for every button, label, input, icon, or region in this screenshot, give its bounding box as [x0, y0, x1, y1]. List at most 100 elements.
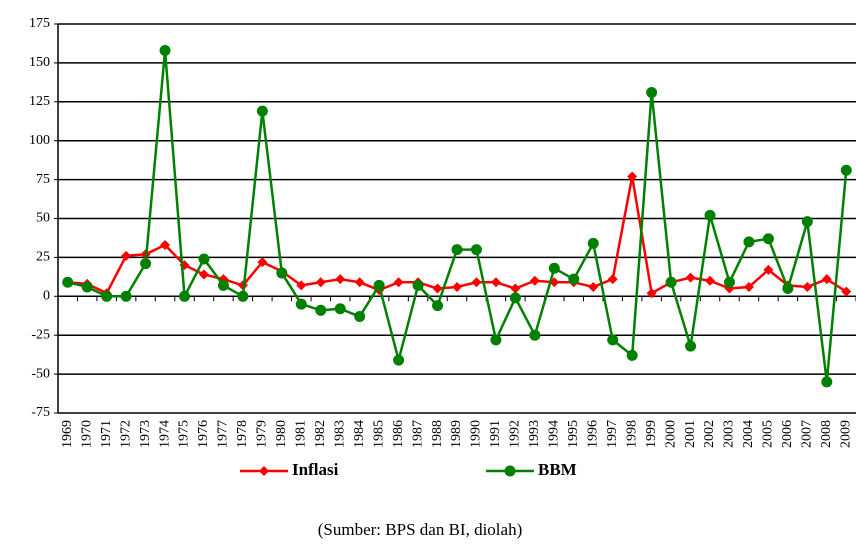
- point: [743, 281, 754, 292]
- point: [548, 262, 560, 274]
- point: [452, 281, 462, 292]
- x-tick-label: 2000: [663, 420, 678, 448]
- point: [257, 257, 268, 268]
- point: [665, 276, 677, 288]
- point: [81, 281, 93, 293]
- x-tick-label: 1990: [469, 420, 484, 448]
- x-tick-label: 1987: [410, 420, 425, 448]
- x-tick-label: 1988: [430, 420, 445, 448]
- series-line: [67, 49, 848, 384]
- y-tick-label: -50: [31, 366, 50, 381]
- point: [470, 244, 482, 256]
- x-tick-label: 1979: [255, 420, 270, 448]
- source-note: (Sumber: BPS dan BI, diolah): [318, 520, 522, 539]
- y-tick-label: -75: [31, 405, 50, 420]
- point: [354, 311, 366, 323]
- series-line: [67, 175, 847, 295]
- y-tick-label: 50: [36, 211, 50, 226]
- point: [335, 274, 346, 285]
- x-tick-label: 1981: [294, 420, 309, 448]
- point: [296, 280, 307, 291]
- point: [723, 276, 735, 288]
- point: [646, 288, 657, 299]
- point: [490, 334, 502, 346]
- x-tick-label: 1986: [391, 420, 406, 448]
- x-tick-label: 2006: [780, 420, 795, 448]
- point: [121, 250, 132, 261]
- x-tick-label: 2004: [741, 420, 756, 448]
- point: [432, 283, 443, 294]
- point: [568, 273, 580, 285]
- point: [471, 277, 482, 288]
- point: [295, 298, 307, 310]
- point: [373, 279, 385, 291]
- y-tick-label: 100: [29, 133, 50, 148]
- point: [510, 283, 521, 294]
- point: [587, 237, 599, 249]
- x-tick-label: 1977: [216, 420, 231, 448]
- x-tick-label: 1984: [352, 420, 367, 448]
- legend-label: BBM: [538, 460, 577, 479]
- point: [354, 277, 365, 288]
- point: [412, 279, 424, 291]
- x-tick-label: 2005: [761, 420, 776, 448]
- y-tick-label: 150: [29, 55, 50, 70]
- y-tick-label: 0: [43, 289, 50, 304]
- x-tick-label: 1996: [585, 420, 600, 448]
- point: [490, 277, 501, 288]
- x-tick-label: 2002: [702, 420, 717, 448]
- point: [626, 349, 638, 361]
- point: [607, 334, 619, 346]
- x-tick-label: 1998: [624, 420, 639, 448]
- x-tick-label: 1993: [527, 420, 542, 448]
- point: [315, 277, 326, 288]
- point: [101, 290, 113, 302]
- legend-label: Inflasi: [292, 460, 339, 479]
- point: [588, 281, 599, 292]
- point: [432, 300, 444, 312]
- point: [179, 290, 191, 302]
- point: [743, 236, 755, 248]
- point: [509, 292, 521, 304]
- point: [821, 376, 833, 388]
- point: [198, 269, 209, 280]
- y-tick-label: 25: [36, 250, 50, 265]
- x-tick-label: 1994: [547, 420, 562, 448]
- x-tick-label: 1969: [60, 420, 75, 448]
- x-tick-label: 1991: [488, 420, 503, 448]
- x-tick-label: 1985: [371, 420, 386, 448]
- x-tick-label: 1983: [332, 420, 347, 448]
- x-tick-label: 2008: [819, 420, 834, 448]
- point: [315, 304, 327, 316]
- point: [159, 44, 171, 56]
- x-tick-label: 1974: [157, 420, 172, 448]
- point: [140, 258, 152, 270]
- point: [763, 264, 774, 275]
- y-tick-label: 75: [36, 172, 50, 187]
- legend-marker: [259, 466, 269, 476]
- point: [841, 286, 852, 297]
- x-tick-label: 2001: [683, 420, 698, 448]
- x-tick-label: 1970: [79, 420, 94, 448]
- x-tick-label: 1972: [118, 420, 133, 448]
- point: [607, 274, 618, 285]
- point: [120, 290, 132, 302]
- point: [451, 244, 463, 256]
- point: [801, 216, 813, 228]
- x-tick-label: 1997: [605, 420, 620, 448]
- point: [393, 277, 404, 288]
- point: [840, 164, 852, 176]
- point: [646, 86, 658, 98]
- x-tick-label: 2009: [838, 420, 853, 448]
- y-tick-label: -25: [31, 327, 50, 342]
- x-tick-label: 1980: [274, 420, 289, 448]
- point: [782, 283, 794, 295]
- point: [198, 253, 210, 265]
- x-tick-label: 1976: [196, 420, 211, 448]
- point: [276, 267, 288, 279]
- point: [762, 233, 774, 245]
- x-tick-label: 1971: [99, 420, 114, 448]
- point: [529, 329, 541, 341]
- x-tick-label: 1992: [508, 420, 523, 448]
